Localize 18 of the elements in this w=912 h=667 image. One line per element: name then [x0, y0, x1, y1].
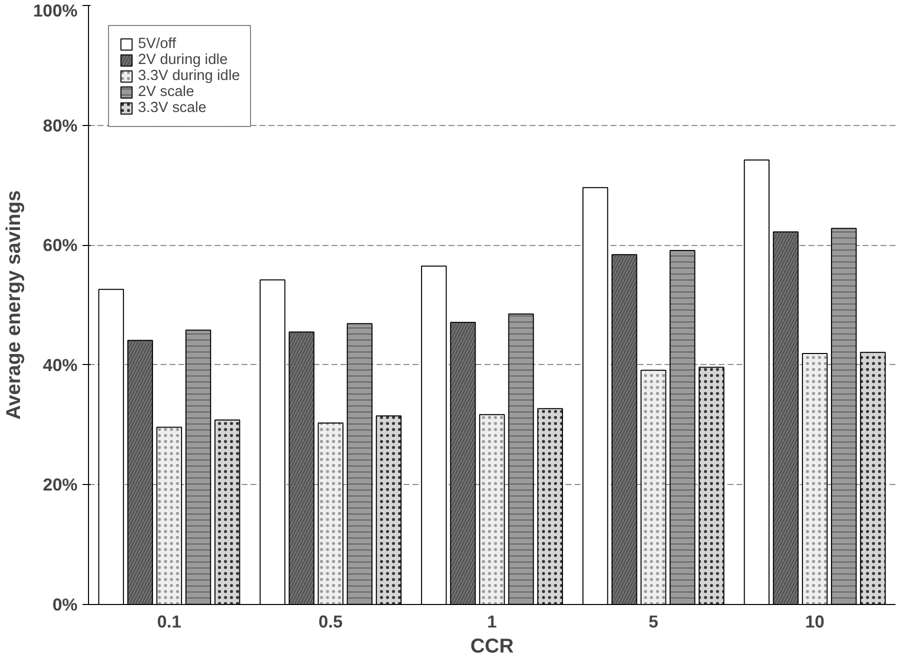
y-tick-label: 100%	[33, 0, 78, 20]
y-axis-title: Average energy savings	[3, 190, 26, 420]
y-tick-label: 80%	[42, 115, 78, 136]
x-tick-label: 0.5	[318, 612, 344, 632]
y-tick-label: 0%	[52, 594, 78, 614]
x-tick-label: 5	[648, 612, 659, 632]
legend-label: 5V/off	[138, 36, 176, 52]
y-tick-label: 40%	[42, 354, 78, 375]
x-tick-label: 10	[805, 612, 824, 632]
x-tick-label: 1	[487, 612, 498, 632]
x-axis-title: CCR	[470, 636, 514, 658]
legend-label: 2V during idle	[138, 52, 228, 68]
y-tick-label: 20%	[42, 474, 78, 495]
y-tick-label: 60%	[42, 235, 78, 256]
x-tick-label: 0.1	[157, 612, 182, 632]
legend-label: 2V scale	[138, 84, 194, 100]
legend-label: 3.3V scale	[138, 100, 206, 116]
legend-label: 3.3V during idle	[138, 68, 240, 84]
